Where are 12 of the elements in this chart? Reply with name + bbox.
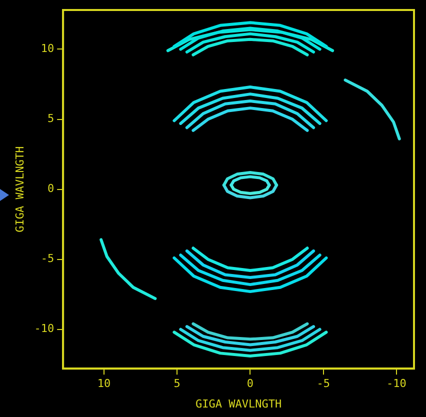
x-tick-label: 10 <box>97 377 111 390</box>
y-tick-label: -10 <box>34 322 54 336</box>
y-tick-label: 10 <box>40 42 54 56</box>
x-tick-label: -10 <box>386 377 406 390</box>
x-tick-label: 5 <box>174 377 180 390</box>
x-tick-label: -5 <box>316 377 330 390</box>
y-tick-label: 5 <box>47 112 54 126</box>
y-tick-label: 0 <box>47 182 54 196</box>
y-tick-label: -5 <box>40 252 54 266</box>
x-tick-label: 0 <box>246 377 254 390</box>
y-axis-title: GIGA WAVLNGTH <box>13 146 26 232</box>
x-axis-title: GIGA WAVLNGTH <box>195 397 282 410</box>
